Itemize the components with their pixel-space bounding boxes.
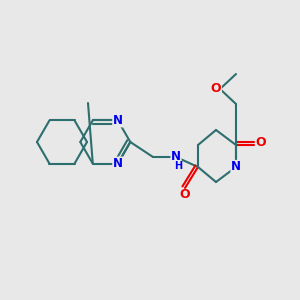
Text: N: N (171, 151, 181, 164)
Text: N: N (113, 157, 123, 170)
Text: O: O (180, 188, 190, 202)
Text: N: N (113, 114, 123, 127)
Text: N: N (231, 160, 241, 173)
Text: O: O (256, 136, 266, 149)
Text: O: O (211, 82, 221, 95)
Text: H: H (174, 161, 182, 171)
